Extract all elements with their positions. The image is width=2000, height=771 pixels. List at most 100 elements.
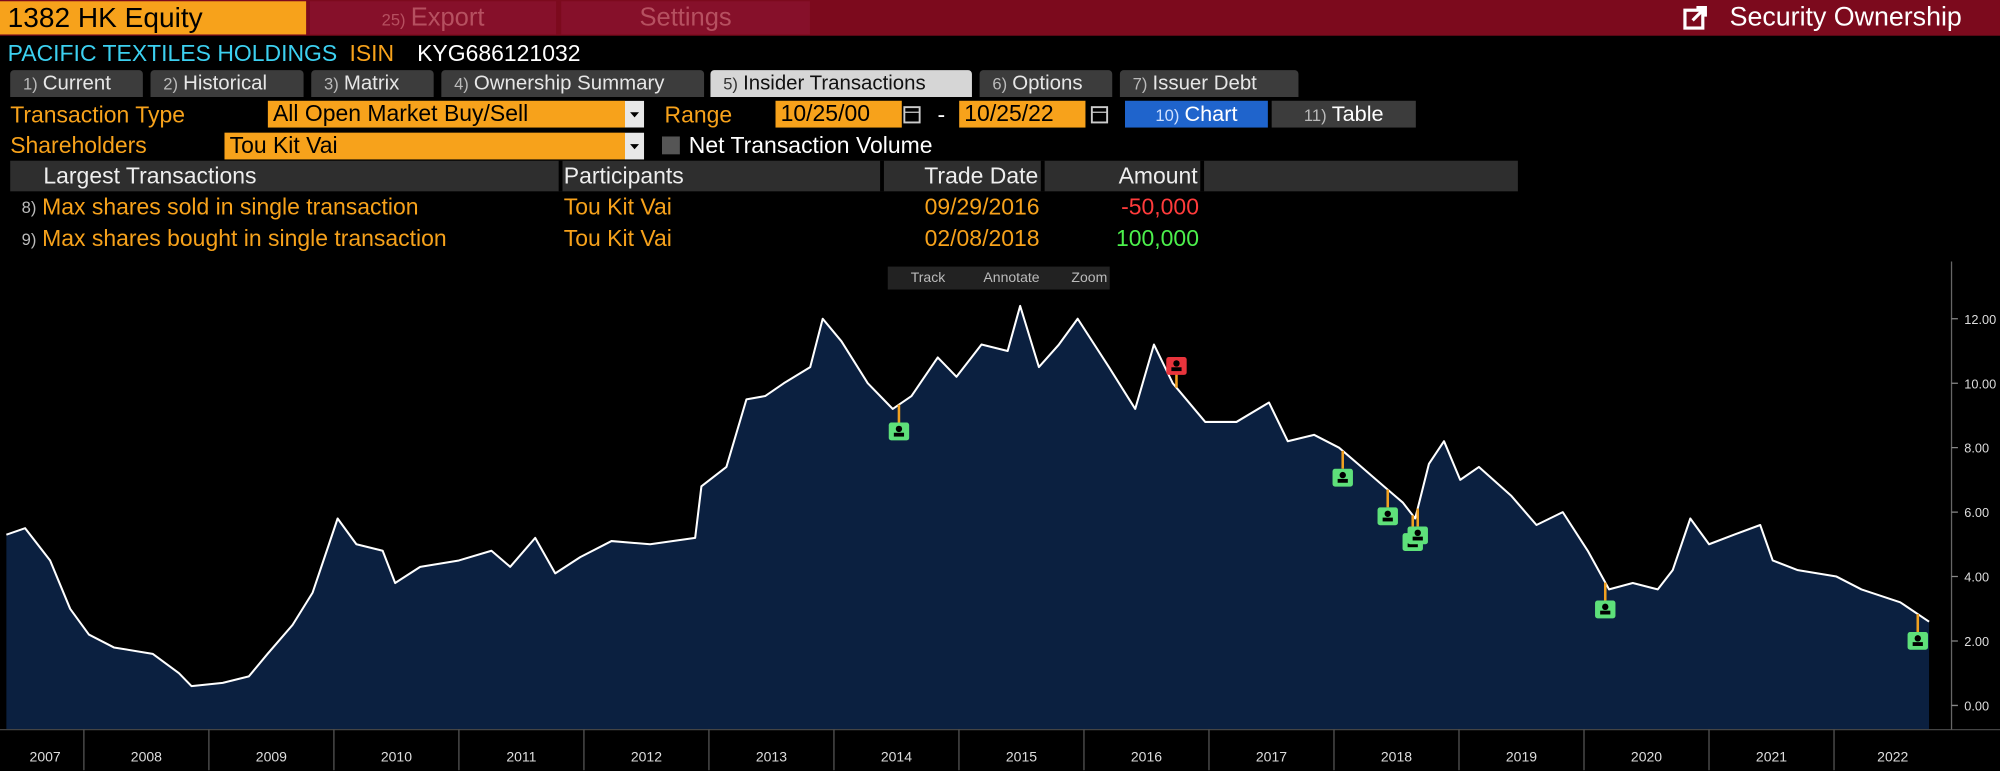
tool-zoom[interactable]: Zoom — [1071, 270, 1108, 286]
y-tick-label: 8.00 — [1964, 441, 1989, 456]
external-icon — [1683, 6, 1707, 30]
view-num: 10) — [1155, 105, 1180, 125]
y-tick-label: 4.00 — [1964, 570, 1989, 585]
marker-icon — [1384, 510, 1391, 517]
separator — [558, 160, 563, 192]
trade-date: 02/08/2018 — [924, 225, 1040, 252]
row-label[interactable]: Max shares bought in single transaction — [42, 225, 447, 252]
calendar-icon[interactable] — [1090, 103, 1109, 125]
range-to[interactable]: 10/25/22 — [959, 100, 1086, 128]
row-num[interactable]: 8) — [21, 197, 37, 217]
column-header: Amount — [1118, 163, 1198, 189]
buy-marker — [1407, 508, 1428, 545]
tab[interactable]: 6) Options — [979, 70, 1113, 97]
security-name: PACIFIC TEXTILES HOLDINGS — [7, 40, 338, 67]
range-from[interactable]: 10/25/00 — [775, 100, 902, 128]
menu-export[interactable]: 25) Export — [309, 1, 557, 35]
x-tick-label: 2015 — [1006, 748, 1037, 764]
row-num[interactable]: 9) — [21, 229, 37, 249]
tab-num: 7) — [1132, 73, 1148, 94]
tool-track[interactable]: Track — [910, 270, 946, 286]
marker-icon — [1602, 603, 1609, 611]
view-table[interactable]: 11) Table — [1271, 100, 1416, 128]
buy-marker — [1907, 614, 1928, 650]
x-tick-label: 2016 — [1131, 748, 1162, 764]
amount: -50,000 — [1121, 193, 1199, 220]
tab[interactable]: 1) Current — [10, 70, 143, 97]
label: Transaction Type — [10, 102, 186, 128]
y-tick-label: 2.00 — [1964, 634, 1989, 649]
menu-label: Export — [410, 3, 485, 32]
chart-toolbar: Track Annotate Zoom — [887, 266, 1110, 290]
x-tick-label: 2009 — [256, 748, 287, 764]
tab[interactable]: 2) Historical — [150, 70, 304, 97]
range-separator: - — [937, 102, 946, 128]
x-tick-label: 2022 — [1877, 748, 1908, 764]
calendar-icon[interactable] — [903, 103, 921, 125]
view-chart[interactable]: 10) Chart — [1124, 100, 1268, 128]
separator — [880, 160, 884, 192]
table-header — [10, 160, 1518, 192]
participant: Tou Kit Vai — [563, 193, 672, 220]
marker-icon — [1382, 517, 1393, 522]
view-label: Chart — [1184, 102, 1238, 127]
tab-label: Insider Transactions — [743, 72, 926, 95]
tab-label: Matrix — [343, 72, 400, 95]
tab[interactable]: 5) Insider Transactions — [710, 70, 972, 97]
tab-num: 6) — [992, 73, 1008, 94]
x-tick-label: 2007 — [30, 748, 61, 764]
marker-icon — [893, 432, 905, 437]
dropdown[interactable] — [624, 100, 645, 128]
y-tick-label: 10.00 — [1964, 376, 1996, 391]
checkbox[interactable] — [661, 136, 680, 155]
trade-date: 09/29/2016 — [924, 193, 1040, 220]
price-line — [6, 304, 1930, 688]
tab[interactable]: 4) Ownership Summary — [441, 70, 705, 97]
screen-title: Security Ownership — [1729, 2, 1962, 32]
tab-label: Historical — [183, 72, 268, 95]
tab-num: 1) — [22, 73, 38, 94]
price-area — [6, 305, 1930, 730]
buy-marker — [1332, 450, 1353, 487]
x-tick-label: 2014 — [881, 748, 912, 764]
menu-num: 25) — [381, 10, 406, 30]
x-tick-label: 2013 — [756, 748, 787, 764]
menu-settings[interactable]: Settings — [561, 1, 810, 35]
tab-label: Ownership Summary — [473, 72, 665, 95]
marker-icon — [1412, 536, 1423, 541]
x-tick-label: 2019 — [1506, 748, 1537, 764]
view-num: 11) — [1303, 105, 1327, 125]
tab-num: 5) — [723, 73, 738, 94]
tab-num: 4) — [454, 73, 469, 94]
x-tick-label: 2018 — [1381, 748, 1412, 764]
separator — [1200, 160, 1205, 192]
marker-icon — [1912, 642, 1923, 646]
sell-marker — [1166, 357, 1187, 388]
tab[interactable]: 7) Issuer Debt — [1119, 70, 1299, 97]
y-tick-label: 0.00 — [1964, 699, 1989, 714]
tab[interactable]: 3) Matrix — [311, 70, 434, 97]
y-tick-label: 6.00 — [1964, 505, 1989, 520]
ticker[interactable]: 1382 HK Equity — [0, 1, 307, 35]
isin: KYG686121032 — [417, 40, 581, 67]
dropdown[interactable] — [624, 132, 645, 160]
shareholders[interactable]: Tou Kit Vai — [224, 132, 625, 160]
x-tick-label: 2021 — [1756, 748, 1787, 764]
separator — [1040, 160, 1045, 192]
buy-marker — [888, 404, 910, 441]
chart: 2007 2008 2009 2010 2011 2012 2013 2014 2015 2016… — [0, 261, 2000, 771]
tab-num: 3) — [323, 73, 339, 94]
marker-icon — [1914, 635, 1921, 642]
buy-marker — [1595, 582, 1616, 619]
marker-icon — [1171, 367, 1182, 372]
marker-icon — [1173, 360, 1180, 367]
transaction-type[interactable]: All Open Market Buy/Sell — [267, 100, 625, 128]
marker-icon — [1407, 543, 1418, 548]
marker-icon — [1337, 478, 1348, 483]
row-label[interactable]: Max shares sold in single transaction — [42, 193, 419, 220]
isin-label: ISIN — [349, 40, 395, 67]
tool-annotate[interactable]: Annotate — [983, 270, 1040, 286]
tab-label: Current — [42, 72, 111, 95]
